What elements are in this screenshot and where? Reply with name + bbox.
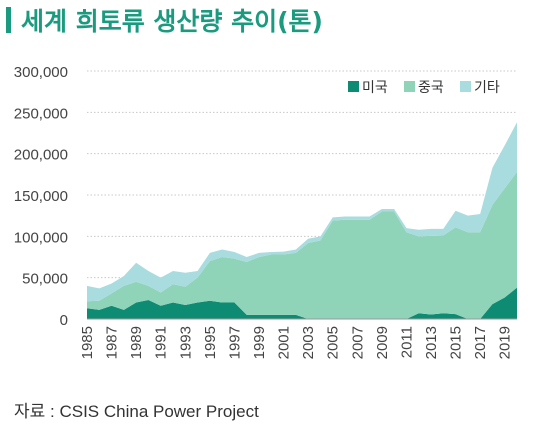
y-tick-label: 250,000	[14, 105, 68, 122]
x-tick-label: 2019	[497, 326, 514, 359]
x-tick-label: 1997	[226, 326, 243, 359]
y-tick-label: 50,000	[22, 271, 68, 288]
legend-label-중국: 중국	[418, 80, 444, 96]
legend-label-기타: 기타	[474, 80, 500, 96]
x-tick-label: 1993	[177, 326, 194, 359]
x-tick-label: 2017	[472, 326, 489, 359]
series-area-기타	[87, 122, 517, 302]
x-tick-label: 1995	[202, 326, 219, 359]
series-area-중국	[87, 171, 517, 319]
legend-swatch-기타	[460, 81, 471, 92]
x-tick-label: 1987	[104, 326, 121, 359]
title-accent-bar	[6, 7, 11, 33]
source-note: 자료 : CSIS China Power Project	[14, 402, 259, 421]
x-tick-label: 2011	[398, 326, 415, 358]
chart-title-block: 세계 희토류 생산량 추이(톤)	[6, 3, 323, 37]
x-tick-label: 2015	[448, 326, 465, 359]
chart-canvas: 0 50,000 100,000 150,000 200,000 250,000 300,0…	[14, 64, 517, 359]
y-tick-label: 100,000	[14, 229, 68, 246]
x-tick-label: 2003	[300, 326, 317, 359]
y-tick-label: 0	[60, 312, 68, 329]
x-tick-label: 2001	[276, 326, 293, 359]
chart-title: 세계 희토류 생산량 추이(톤)	[21, 7, 323, 36]
series-area-미국	[87, 287, 517, 319]
legend-swatch-미국	[348, 81, 359, 92]
legend-label-미국: 미국	[362, 80, 388, 96]
x-tick-label: 2013	[423, 326, 440, 359]
x-tick-label: 1985	[79, 326, 96, 359]
y-tick-label: 150,000	[14, 188, 68, 205]
legend-swatch-중국	[404, 81, 415, 92]
x-tick-label: 2007	[349, 326, 366, 359]
x-tick-label: 2005	[325, 326, 342, 359]
x-tick-label: 1991	[153, 326, 170, 359]
x-tick-label: 2009	[374, 326, 391, 359]
y-tick-label: 300,000	[14, 64, 68, 81]
x-tick-label: 1999	[251, 326, 268, 359]
x-tick-label: 1989	[128, 326, 145, 359]
y-tick-label: 200,000	[14, 147, 68, 164]
